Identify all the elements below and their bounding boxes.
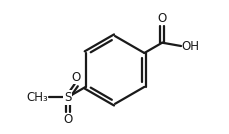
Text: OH: OH [181, 40, 199, 53]
Text: CH₃: CH₃ [26, 91, 48, 104]
Text: S: S [64, 91, 71, 104]
Text: O: O [63, 113, 72, 126]
Text: O: O [71, 71, 81, 84]
Text: O: O [157, 12, 166, 25]
